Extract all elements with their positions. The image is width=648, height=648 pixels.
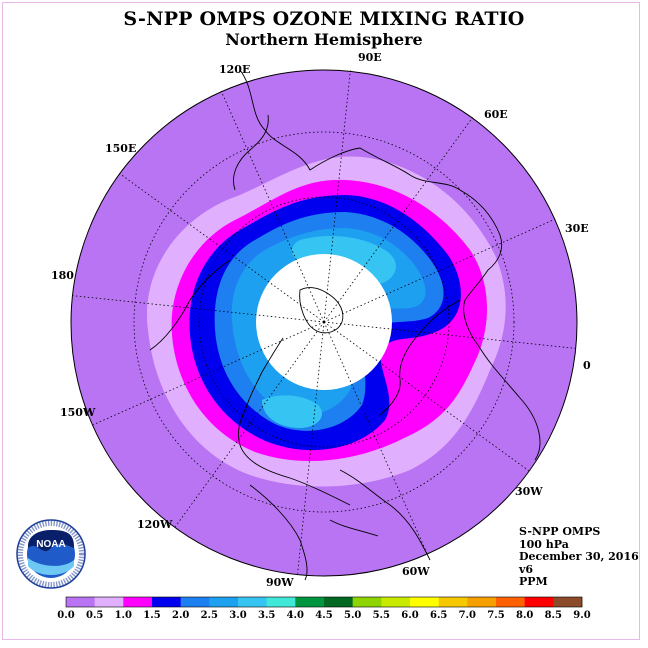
- colorbar-tick-label: 7.0: [459, 610, 476, 621]
- map-title: S-NPP OMPS OZONE MIXING RATIO: [123, 8, 525, 30]
- colorbar-swatch: [94, 597, 124, 607]
- colorbar-swatch: [66, 597, 95, 607]
- colorbar-tick-label: 4.0: [287, 610, 304, 621]
- colorbar-swatch: [381, 597, 411, 607]
- colorbar-tick-label: 8.0: [516, 610, 533, 621]
- latitude-circle: [133, 131, 515, 513]
- colorbar-tick-label: 8.5: [545, 610, 562, 621]
- colorbar-tick-label: 1.0: [115, 610, 132, 621]
- logo-text: NOAA: [36, 539, 65, 550]
- colorbar-tick-label: 5.5: [373, 610, 390, 621]
- latitude-circle: [198, 196, 450, 448]
- lon-label-150e: 150E: [105, 142, 136, 155]
- colorbar-tick-label: 9.0: [573, 610, 590, 621]
- colorbar-tick-label: 4.5: [315, 610, 332, 621]
- colorbar-swatch: [524, 597, 554, 607]
- lon-label-60w: 60W: [402, 565, 430, 578]
- colorbar-swatch: [123, 597, 153, 607]
- lon-label-30e: 30E: [565, 222, 589, 235]
- coastlines: [149, 69, 541, 581]
- map-subtitle: Northern Hemisphere: [225, 30, 423, 49]
- colorbar-tick-label: 2.5: [201, 610, 218, 621]
- colorbar-swatch: [496, 597, 525, 607]
- info-level: 100 hPa: [519, 537, 569, 551]
- ozone-field: [71, 70, 577, 576]
- colorbar-swatch: [352, 597, 382, 607]
- colorbar-swatch: [295, 597, 325, 607]
- info-version: v6: [519, 562, 534, 576]
- info-block: S-NPP OMPS 100 hPa December 30, 2016 v6 …: [519, 525, 639, 589]
- lon-label-90e: 90E: [358, 51, 382, 64]
- colorbar-swatch: [209, 597, 239, 607]
- colorbar-tick-label: 3.0: [229, 610, 246, 621]
- figure-frame: [2, 2, 640, 640]
- colorbar-swatch: [152, 597, 181, 607]
- colorbar-tick-label: 7.5: [487, 610, 504, 621]
- colorbar-tick-label: 0.5: [86, 610, 103, 621]
- logo-wave-icon: [28, 558, 74, 575]
- lon-label-150w: 150W: [60, 406, 96, 419]
- lon-label-30w: 30W: [515, 485, 543, 498]
- colorbar-tick-label: 5.0: [344, 610, 361, 621]
- colorbar-swatch: [553, 597, 583, 607]
- lon-label-90w: 90W: [266, 576, 294, 589]
- colorbar-tick-label: 3.5: [258, 610, 275, 621]
- colorbar-tick-label: 1.5: [143, 610, 160, 621]
- colorbar-swatch: [438, 597, 468, 607]
- noaa-logo: NOAA: [16, 519, 86, 589]
- map-boundary: [70, 69, 578, 577]
- colorbar-swatch: [410, 597, 439, 607]
- logo-bird-icon: [28, 530, 74, 552]
- info-instrument: S-NPP OMPS: [519, 525, 601, 538]
- field-level-3.0-3.5: [262, 395, 322, 428]
- colorbar-tick-label: 2.0: [172, 610, 189, 621]
- info-date: December 30, 2016: [519, 550, 639, 563]
- colorbar-border: [65, 596, 583, 608]
- lon-label-180: 180: [51, 269, 74, 282]
- colorbar-swatch: [180, 597, 210, 607]
- lon-label-120e: 120E: [219, 63, 250, 76]
- logo-ring-lettering: [17, 520, 85, 588]
- lon-label-0: 0: [583, 359, 591, 372]
- colorbar-swatch: [266, 597, 296, 607]
- lon-label-120w: 120W: [137, 518, 173, 531]
- lon-label-60e: 60E: [484, 108, 508, 121]
- info-units: PPM: [519, 575, 548, 588]
- colorbar-tick-label: 6.0: [401, 610, 418, 621]
- colorbar-swatch: [238, 597, 267, 607]
- colorbar-swatch: [467, 597, 497, 607]
- colorbar-swatch: [324, 597, 353, 607]
- colorbar-tick-label: 6.5: [430, 610, 447, 621]
- colorbar-tick-label: 0.0: [57, 610, 74, 621]
- colorbar: 0.0 0.5 1.0 1.5 2.0 2.5 3.0 3.5 4.0 4.5 5.0 5.5 6.0 6…: [57, 596, 591, 621]
- graticule: [72, 70, 576, 574]
